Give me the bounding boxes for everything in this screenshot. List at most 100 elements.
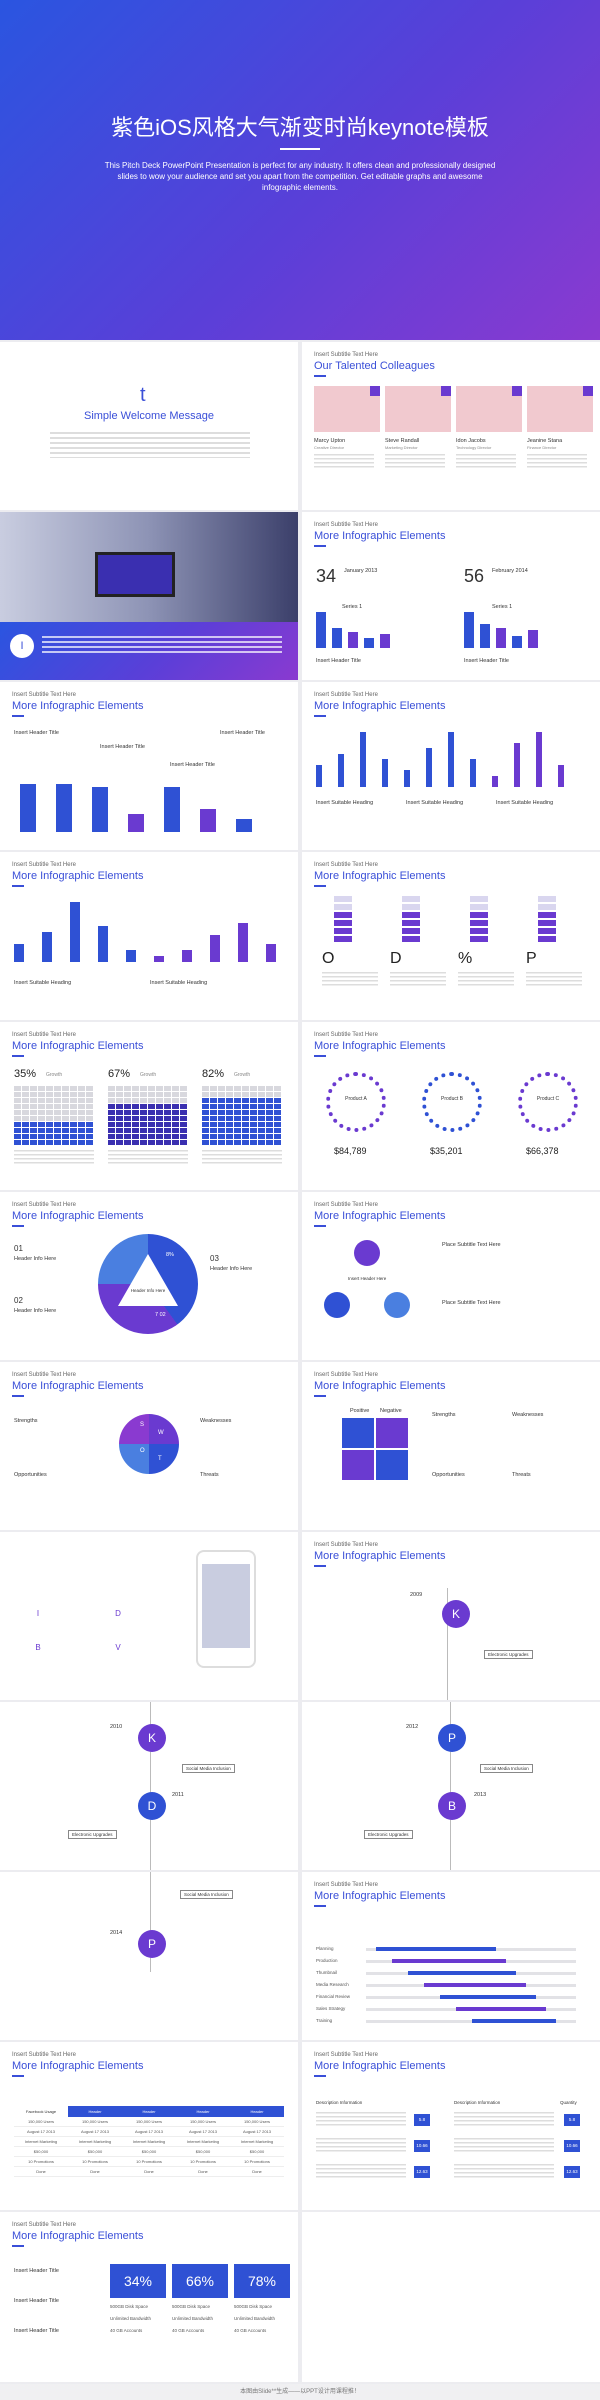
waffle-cell bbox=[172, 1086, 179, 1091]
waffle-cell bbox=[116, 1134, 123, 1139]
year-2011: 2011 bbox=[172, 1792, 184, 1798]
waffle-cell bbox=[124, 1086, 131, 1091]
level-block bbox=[470, 920, 488, 926]
desc-value: 5.8 bbox=[414, 2114, 430, 2126]
hero-slide: 紫色iOS风格大气渐变时尚keynote模板 This Pitch Deck P… bbox=[0, 0, 600, 340]
waffle-cell bbox=[258, 1122, 265, 1127]
waffle-cell bbox=[38, 1092, 45, 1097]
pricing-table: Facebook Usage Header Header Header Header 15… bbox=[14, 2106, 284, 2177]
growth-label: Growth bbox=[140, 1072, 157, 1078]
slide-bars-c: Insert Subtitle Text Here More Infograph… bbox=[0, 852, 298, 1020]
waffle-cell bbox=[226, 1140, 233, 1145]
cycle-left bbox=[324, 1292, 350, 1318]
node-k: K bbox=[442, 1600, 470, 1628]
waffle-cell bbox=[54, 1092, 61, 1097]
growth-text bbox=[14, 1150, 94, 1164]
waffle-cell bbox=[108, 1110, 115, 1115]
waffle-cell bbox=[258, 1116, 265, 1121]
waffle-cell bbox=[258, 1128, 265, 1133]
waffle-cell bbox=[140, 1104, 147, 1109]
waffle-cell bbox=[70, 1110, 77, 1115]
slide-swot-b: Insert Subtitle Text Here More Infograph… bbox=[302, 1362, 600, 1530]
slide-subtitle: Insert Subtitle Text Here bbox=[12, 1032, 76, 1038]
heading-1: Insert Suitable Heading bbox=[316, 800, 374, 806]
mark-glyph: O bbox=[322, 950, 335, 967]
waffle-cell bbox=[202, 1128, 209, 1133]
growth-text bbox=[108, 1150, 188, 1164]
waffle-cell bbox=[266, 1092, 273, 1097]
swot-opportunities: Opportunities bbox=[14, 1472, 47, 1478]
waffle-cell bbox=[62, 1134, 69, 1139]
swot-letter: O bbox=[140, 1448, 145, 1454]
level-block bbox=[334, 912, 352, 918]
chart-bar bbox=[316, 612, 326, 648]
waffle-cell bbox=[14, 1140, 21, 1145]
growth-text bbox=[202, 1150, 282, 1164]
waffle-cell bbox=[148, 1134, 155, 1139]
waffle-cell bbox=[250, 1092, 257, 1097]
level-block bbox=[402, 920, 420, 926]
slide-title: More Infographic Elements bbox=[314, 1890, 446, 1902]
waffle-cell bbox=[54, 1098, 61, 1103]
chart-bar bbox=[470, 759, 476, 787]
stat-1: 34 bbox=[316, 566, 337, 586]
waffle-cell bbox=[116, 1110, 123, 1115]
chart-bar bbox=[536, 732, 542, 787]
level-block bbox=[538, 920, 556, 926]
waffle-cell bbox=[132, 1128, 139, 1133]
waffle-cell bbox=[148, 1128, 155, 1133]
header-label-1: Insert Header Title bbox=[14, 2268, 59, 2274]
chart-bar bbox=[380, 634, 390, 648]
waffle-cell bbox=[14, 1122, 21, 1127]
level-block bbox=[470, 936, 488, 942]
waffle-cell bbox=[108, 1128, 115, 1133]
waffle-cell bbox=[140, 1086, 147, 1091]
waffle-cell bbox=[258, 1110, 265, 1115]
waffle-cell bbox=[78, 1134, 85, 1139]
waffle-cell bbox=[86, 1140, 93, 1145]
title-underline bbox=[12, 715, 24, 717]
waffle-cell bbox=[14, 1098, 21, 1103]
header-label-3: Insert Header Title bbox=[170, 762, 215, 768]
waffle-cell bbox=[156, 1134, 163, 1139]
title-underline bbox=[314, 2075, 326, 2077]
title-underline bbox=[314, 1565, 326, 1567]
waffle-cell bbox=[156, 1086, 163, 1091]
waffle-cell bbox=[234, 1128, 241, 1133]
colleague-name: Jeanine Stana bbox=[527, 438, 563, 444]
level-block bbox=[334, 896, 352, 902]
slide-title: More Infographic Elements bbox=[314, 1210, 446, 1222]
waffle-cell bbox=[38, 1098, 45, 1103]
waffle-cell bbox=[250, 1116, 257, 1121]
waffle-cell bbox=[54, 1110, 61, 1115]
center-label: Header Info Here bbox=[130, 1288, 166, 1293]
waffle-cell bbox=[38, 1140, 45, 1145]
waffle-cell bbox=[108, 1122, 115, 1127]
colleague-bio bbox=[527, 454, 587, 468]
waffle-cell bbox=[38, 1134, 45, 1139]
waffle-cell bbox=[226, 1128, 233, 1133]
table-cell: $50,000 bbox=[68, 2146, 122, 2157]
swot-weaknesses: Weaknesses bbox=[512, 1412, 544, 1418]
waffle-cell bbox=[132, 1092, 139, 1097]
colleague-badge bbox=[512, 386, 522, 396]
waffle-cell bbox=[172, 1092, 179, 1097]
waffle-cell bbox=[86, 1104, 93, 1109]
slide-gantt: Insert Subtitle Text Here More Infograph… bbox=[302, 1872, 600, 2040]
level-block bbox=[334, 904, 352, 910]
matrix-w bbox=[376, 1418, 408, 1448]
waffle-cell bbox=[14, 1134, 21, 1139]
quantity-label: Quantity bbox=[560, 2100, 577, 2105]
node-p: P bbox=[438, 1724, 466, 1752]
title-underline bbox=[314, 1055, 326, 1057]
waffle-cell bbox=[124, 1092, 131, 1097]
waffle-cell bbox=[46, 1116, 53, 1121]
waffle-cell bbox=[218, 1134, 225, 1139]
node-p: P bbox=[138, 1930, 166, 1958]
header-label: Insert Header Title bbox=[316, 658, 361, 664]
feature-text bbox=[50, 1644, 94, 1652]
waffle-cell bbox=[116, 1092, 123, 1097]
waffle-cell bbox=[172, 1098, 179, 1103]
title-underline bbox=[314, 1905, 326, 1907]
waffle-cell bbox=[116, 1086, 123, 1091]
